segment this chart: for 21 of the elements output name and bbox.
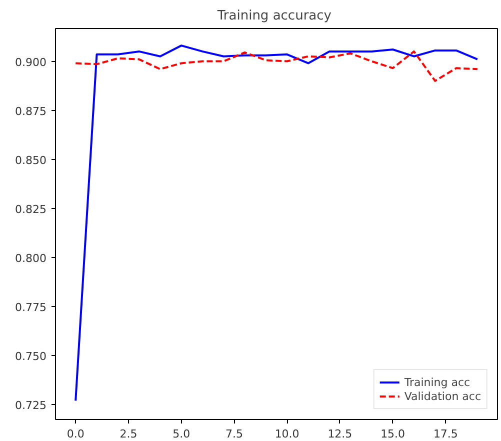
x-tick-label: 7.5 (225, 428, 243, 440)
line-series (74, 50, 478, 82)
y-tick-label: 0.900 (15, 56, 47, 69)
y-tick-label: 0.850 (15, 154, 47, 167)
x-tick-label: 0.0 (66, 428, 84, 440)
y-tick-label: 0.725 (15, 399, 47, 412)
x-tick-label: 15.0 (380, 428, 406, 440)
x-tick-label: 5.0 (172, 428, 190, 440)
x-tick-label: 10.0 (274, 428, 300, 440)
y-tick-label: 0.875 (15, 104, 47, 118)
x-tick-label: 2.5 (120, 428, 138, 440)
y-tick-label: 0.775 (15, 300, 47, 314)
line-series (74, 44, 478, 402)
y-tick-label: 0.750 (15, 350, 47, 364)
x-tick-label: 17.5 (433, 428, 458, 440)
y-tick-label: 0.800 (15, 252, 47, 265)
legend-label: Validation acc (404, 389, 481, 403)
y-tick-label: 0.825 (15, 202, 47, 216)
legend-label: Training acc (404, 375, 470, 389)
x-tick-label: 12.5 (328, 428, 352, 440)
chart-title: Training accuracy (216, 8, 332, 24)
